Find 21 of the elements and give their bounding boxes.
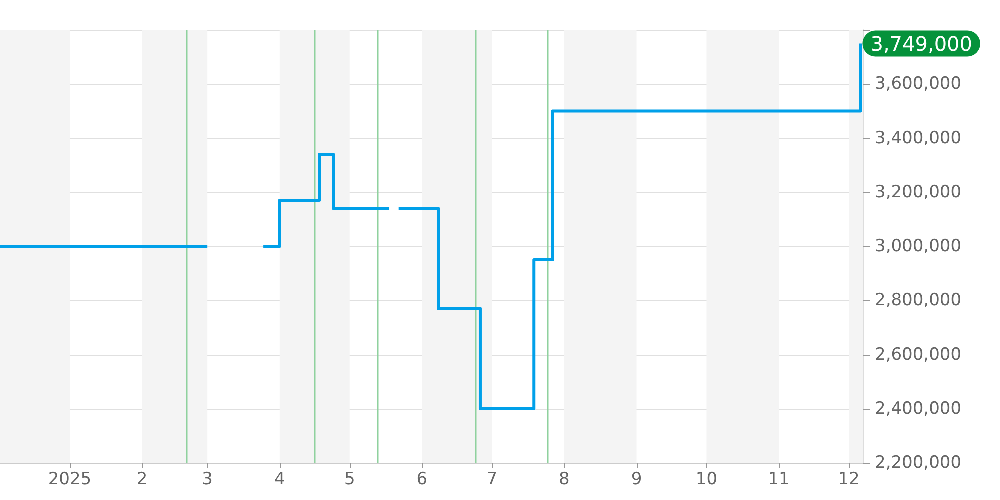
x-tick-label: 7 [486,470,498,490]
data-label: 3,749,000 [870,32,973,56]
y-tick-label: 2,600,000 [875,344,962,365]
x-tick-label: 4 [274,470,286,490]
y-tick-label: 2,400,000 [875,398,962,419]
x-tick-label: 2 [136,470,148,490]
x-tick-label: 12 [838,470,860,490]
x-tick-label: 6 [416,470,428,490]
y-tick-label: 3,400,000 [875,128,962,148]
y-tick-label: 2,200,000 [875,453,962,473]
x-tick-label: 3 [202,470,213,490]
x-tick-label: 10 [696,470,718,490]
y-tick-label: 2,800,000 [875,290,962,311]
x-tick-label: 2025 [48,470,92,490]
y-tick-label: 3,000,000 [875,236,962,256]
x-tick-label: 8 [559,470,570,490]
y-tick-label: 3,600,000 [875,74,962,94]
y-tick-label: 3,200,000 [875,182,962,202]
x-tick-label: 5 [344,470,356,490]
x-tick-label: 11 [768,470,790,490]
x-tick-label: 9 [631,470,642,490]
